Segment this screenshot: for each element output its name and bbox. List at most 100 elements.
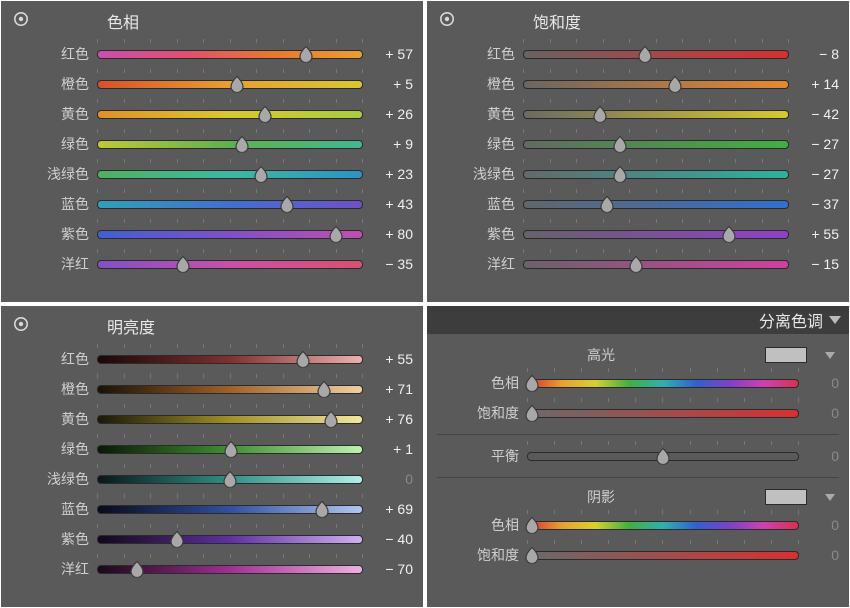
slider-label: 红色 (11, 44, 97, 64)
slider-thumb[interactable] (525, 517, 539, 534)
slider-row: 洋红 − 70 (11, 554, 413, 584)
slider-thumb[interactable] (176, 256, 190, 273)
split-toning-header[interactable]: 分离色调 (427, 306, 849, 334)
slider-lum-0[interactable] (97, 350, 363, 368)
slider-hue-3[interactable] (97, 135, 363, 153)
slider-value: + 57 (363, 46, 413, 62)
slider-sat-7[interactable] (523, 255, 789, 273)
target-adjust-icon[interactable] (439, 11, 455, 27)
slider-thumb[interactable] (722, 226, 736, 243)
slider-value: 0 (363, 471, 413, 487)
slider-thumb[interactable] (224, 441, 238, 458)
slider-lum-2[interactable] (97, 410, 363, 428)
slider-thumb[interactable] (170, 531, 184, 548)
slider-value: + 69 (363, 501, 413, 517)
slider-track (97, 110, 363, 119)
slider-thumb[interactable] (324, 411, 338, 428)
slider-sat-0[interactable] (523, 45, 789, 63)
slider-thumb[interactable] (600, 196, 614, 213)
slider-track (523, 110, 789, 119)
slider-thumb[interactable] (613, 166, 627, 183)
separator (437, 477, 839, 478)
slider-label: 洋红 (11, 254, 97, 274)
slider-thumb[interactable] (299, 46, 313, 63)
expand-icon[interactable] (825, 352, 835, 359)
slider-row: 紫色 + 80 (11, 219, 413, 249)
split-slider[interactable] (527, 374, 799, 392)
slider-sat-3[interactable] (523, 135, 789, 153)
slider-sat-2[interactable] (523, 105, 789, 123)
slider-sat-4[interactable] (523, 165, 789, 183)
slider-lum-7[interactable] (97, 560, 363, 578)
highlights-swatch[interactable] (765, 347, 807, 363)
slider-track (523, 230, 789, 239)
slider-label: 蓝色 (11, 499, 97, 519)
slider-thumb[interactable] (258, 106, 272, 123)
slider-label: 饱和度 (437, 403, 527, 423)
expand-icon[interactable] (825, 494, 835, 501)
slider-value: 0 (799, 517, 839, 533)
slider-value: + 55 (789, 226, 839, 242)
split-slider[interactable] (527, 447, 799, 465)
slider-thumb[interactable] (223, 471, 237, 488)
slider-thumb[interactable] (629, 256, 643, 273)
slider-hue-6[interactable] (97, 225, 363, 243)
slider-value: − 15 (789, 256, 839, 272)
slider-track (523, 140, 789, 149)
slider-track (527, 379, 799, 388)
slider-hue-1[interactable] (97, 75, 363, 93)
slider-sat-6[interactable] (523, 225, 789, 243)
slider-thumb[interactable] (235, 136, 249, 153)
slider-hue-5[interactable] (97, 195, 363, 213)
split-slider[interactable] (527, 546, 799, 564)
slider-label: 红色 (11, 349, 97, 369)
slider-thumb[interactable] (230, 76, 244, 93)
slider-hue-2[interactable] (97, 105, 363, 123)
slider-thumb[interactable] (329, 226, 343, 243)
slider-thumb[interactable] (280, 196, 294, 213)
slider-row: 绿色 + 9 (11, 129, 413, 159)
slider-thumb[interactable] (593, 106, 607, 123)
slider-lum-1[interactable] (97, 380, 363, 398)
collapse-icon[interactable] (829, 316, 841, 324)
slider-track (523, 170, 789, 179)
split-slider[interactable] (527, 516, 799, 534)
slider-hue-7[interactable] (97, 255, 363, 273)
slider-label: 橙色 (437, 74, 523, 94)
slider-hue-0[interactable] (97, 45, 363, 63)
slider-lum-4[interactable] (97, 470, 363, 488)
slider-value: − 35 (363, 256, 413, 272)
slider-thumb[interactable] (315, 501, 329, 518)
slider-label: 色相 (437, 373, 527, 393)
slider-row: 橙色 + 71 (11, 374, 413, 404)
slider-row: 黄色 + 26 (11, 99, 413, 129)
split-slider[interactable] (527, 404, 799, 422)
slider-thumb[interactable] (525, 375, 539, 392)
target-adjust-icon[interactable] (13, 316, 29, 332)
shadows-swatch[interactable] (765, 489, 807, 505)
slider-label: 紫色 (11, 224, 97, 244)
slider-value: 0 (799, 405, 839, 421)
slider-label: 绿色 (11, 134, 97, 154)
slider-thumb[interactable] (317, 381, 331, 398)
slider-lum-6[interactable] (97, 530, 363, 548)
slider-thumb[interactable] (254, 166, 268, 183)
target-adjust-icon[interactable] (13, 11, 29, 27)
slider-thumb[interactable] (525, 405, 539, 422)
slider-thumb[interactable] (130, 561, 144, 578)
slider-value: − 40 (363, 531, 413, 547)
slider-thumb[interactable] (638, 46, 652, 63)
slider-sat-1[interactable] (523, 75, 789, 93)
slider-thumb[interactable] (668, 76, 682, 93)
slider-value: + 55 (363, 351, 413, 367)
slider-value: − 37 (789, 196, 839, 212)
slider-lum-5[interactable] (97, 500, 363, 518)
slider-thumb[interactable] (525, 547, 539, 564)
slider-label: 浅绿色 (11, 164, 97, 184)
slider-thumb[interactable] (296, 351, 310, 368)
slider-thumb[interactable] (656, 448, 670, 465)
slider-thumb[interactable] (613, 136, 627, 153)
slider-hue-4[interactable] (97, 165, 363, 183)
slider-sat-5[interactable] (523, 195, 789, 213)
slider-lum-3[interactable] (97, 440, 363, 458)
